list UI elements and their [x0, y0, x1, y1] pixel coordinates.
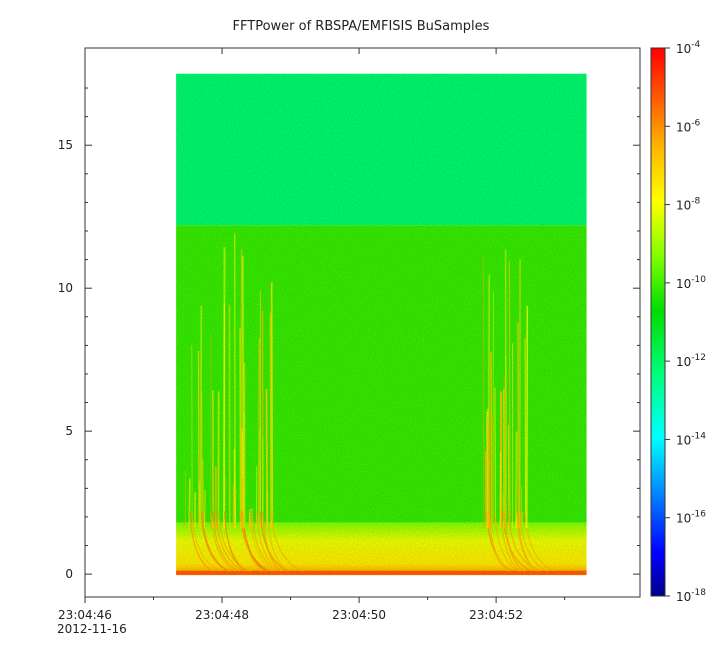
y-tick-label: 15 — [58, 138, 73, 152]
y-tick-label: 0 — [65, 567, 73, 581]
x-tick-label: 23:04:46 — [58, 608, 112, 622]
y-tick-label: 5 — [65, 424, 73, 438]
colorbar-tick-label: 10-18 — [676, 588, 706, 604]
x-tick-label: 23:04:48 — [195, 608, 249, 622]
colorbar-ticks: 10-4 10-6 10-8 10-10 10-12 10-14 10-16 10-18 — [665, 40, 706, 604]
colorbar-tick-label: 10-14 — [676, 431, 706, 447]
colorbar-tick-label: 10-12 — [676, 353, 706, 369]
x-date-label: 2012-11-16 — [57, 622, 127, 636]
axes-ticks: 0 5 10 15 23:04:46 23:04:48 23:04:50 23:04:52 20… — [57, 48, 640, 636]
colorbar-tick-label: 10-4 — [676, 40, 701, 56]
colorbar-tick-label: 10-16 — [676, 510, 706, 526]
x-tick-label: 23:04:52 — [469, 608, 523, 622]
colorbar-tick-label: 10-10 — [676, 275, 706, 291]
colorbar-tick-label: 10-8 — [676, 197, 701, 213]
chart-title: FFTPower of RBSPA/EMFISIS BuSamples — [233, 19, 490, 34]
spectrogram-image — [176, 73, 587, 576]
x-tick-label: 23:04:50 — [332, 608, 386, 622]
noise-texture — [176, 73, 587, 575]
y-tick-label: 10 — [58, 281, 73, 295]
colorbar — [650, 47, 666, 597]
colorbar-tick-label: 10-6 — [676, 118, 701, 134]
